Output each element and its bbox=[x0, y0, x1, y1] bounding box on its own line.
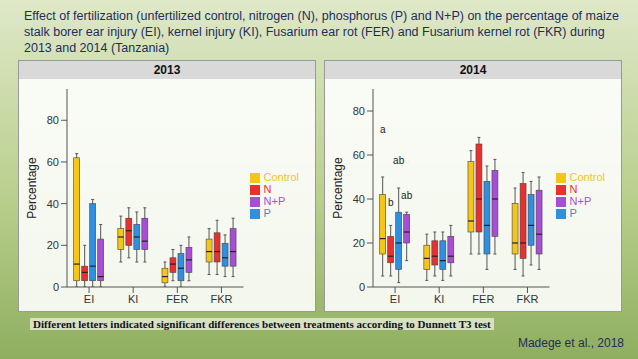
svg-text:KI: KI bbox=[434, 293, 444, 305]
html-text:Control: Control bbox=[263, 170, 299, 183]
svg-text:a: a bbox=[380, 124, 386, 135]
html-text:P: P bbox=[263, 207, 271, 220]
svg-text:80: 80 bbox=[353, 105, 365, 117]
svg-text:b: b bbox=[388, 197, 394, 208]
svg-text:EI: EI bbox=[84, 293, 94, 305]
html-text:N: N bbox=[263, 182, 272, 195]
html-text:Control: Control bbox=[569, 170, 605, 183]
html-text:N+P: N+P bbox=[263, 195, 286, 207]
svg-text:40: 40 bbox=[353, 193, 365, 205]
svg-text:FER: FER bbox=[472, 293, 494, 305]
svg-text:ab: ab bbox=[401, 190, 413, 201]
svg-text:0: 0 bbox=[359, 281, 365, 293]
html-text:Different letters indicated si: Different letters indicated significant … bbox=[33, 318, 491, 330]
svg-text:KI: KI bbox=[128, 293, 138, 305]
svg-text:40: 40 bbox=[47, 198, 59, 210]
svg-text:0: 0 bbox=[53, 281, 59, 293]
html-text:N: N bbox=[569, 182, 578, 195]
svg-text:Percentage: Percentage bbox=[331, 157, 345, 219]
svg-text:60: 60 bbox=[353, 149, 365, 161]
svg-text:FKR: FKR bbox=[210, 293, 232, 305]
svg-text:60: 60 bbox=[47, 156, 59, 168]
html-text:Effect of fertilization (unfer: Effect of fertilization (unfertilized co… bbox=[24, 9, 619, 55]
svg-text:80: 80 bbox=[47, 114, 59, 126]
html-text:N+P: N+P bbox=[569, 195, 592, 207]
svg-text:FER: FER bbox=[166, 293, 188, 305]
svg-text:FKR: FKR bbox=[516, 293, 538, 305]
html-text:2014: 2014 bbox=[459, 63, 487, 77]
svg-text:ab: ab bbox=[393, 155, 405, 166]
svg-text:20: 20 bbox=[353, 237, 365, 249]
svg-text:20: 20 bbox=[47, 239, 59, 251]
html-text:P: P bbox=[569, 207, 577, 220]
html-text:Madege et al., 2018: Madege et al., 2018 bbox=[517, 336, 624, 350]
svg-text:EI: EI bbox=[390, 293, 400, 305]
html-text:2013: 2013 bbox=[153, 63, 181, 77]
svg-text:Percentage: Percentage bbox=[25, 157, 39, 219]
